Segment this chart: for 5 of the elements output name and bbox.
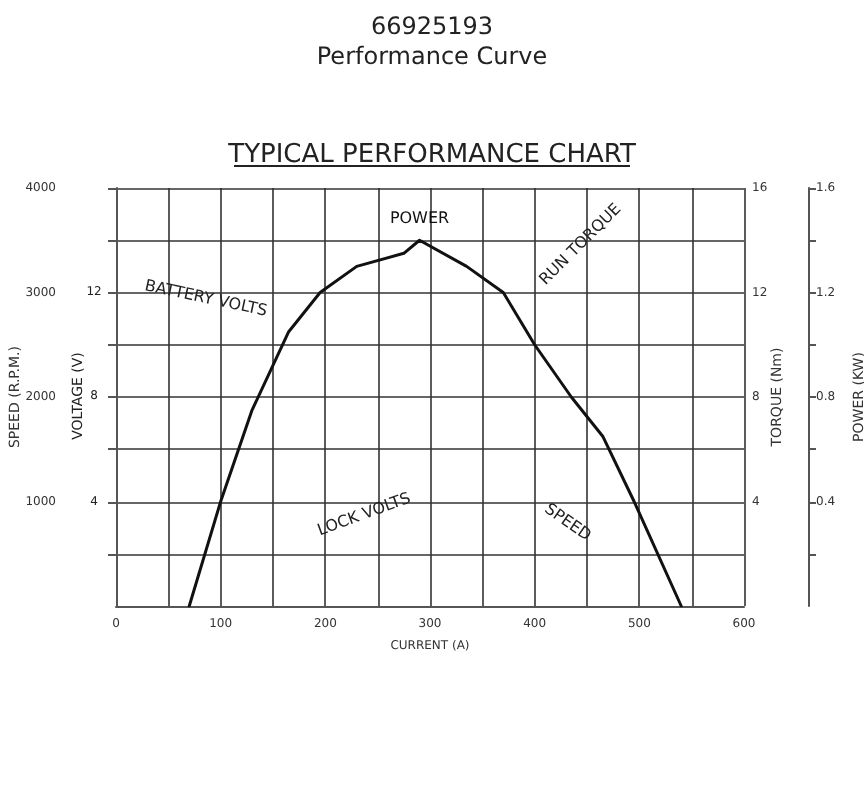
- annotation: BATTERY VOLTS: [143, 276, 269, 320]
- chart-subtitle: Performance Curve: [316, 42, 548, 70]
- text: TYPICAL PERFORMANCE CHART: [226, 140, 636, 170]
- annotation: LOCK VOLTS: [315, 488, 413, 540]
- chart-title: 66925193: [370, 12, 494, 40]
